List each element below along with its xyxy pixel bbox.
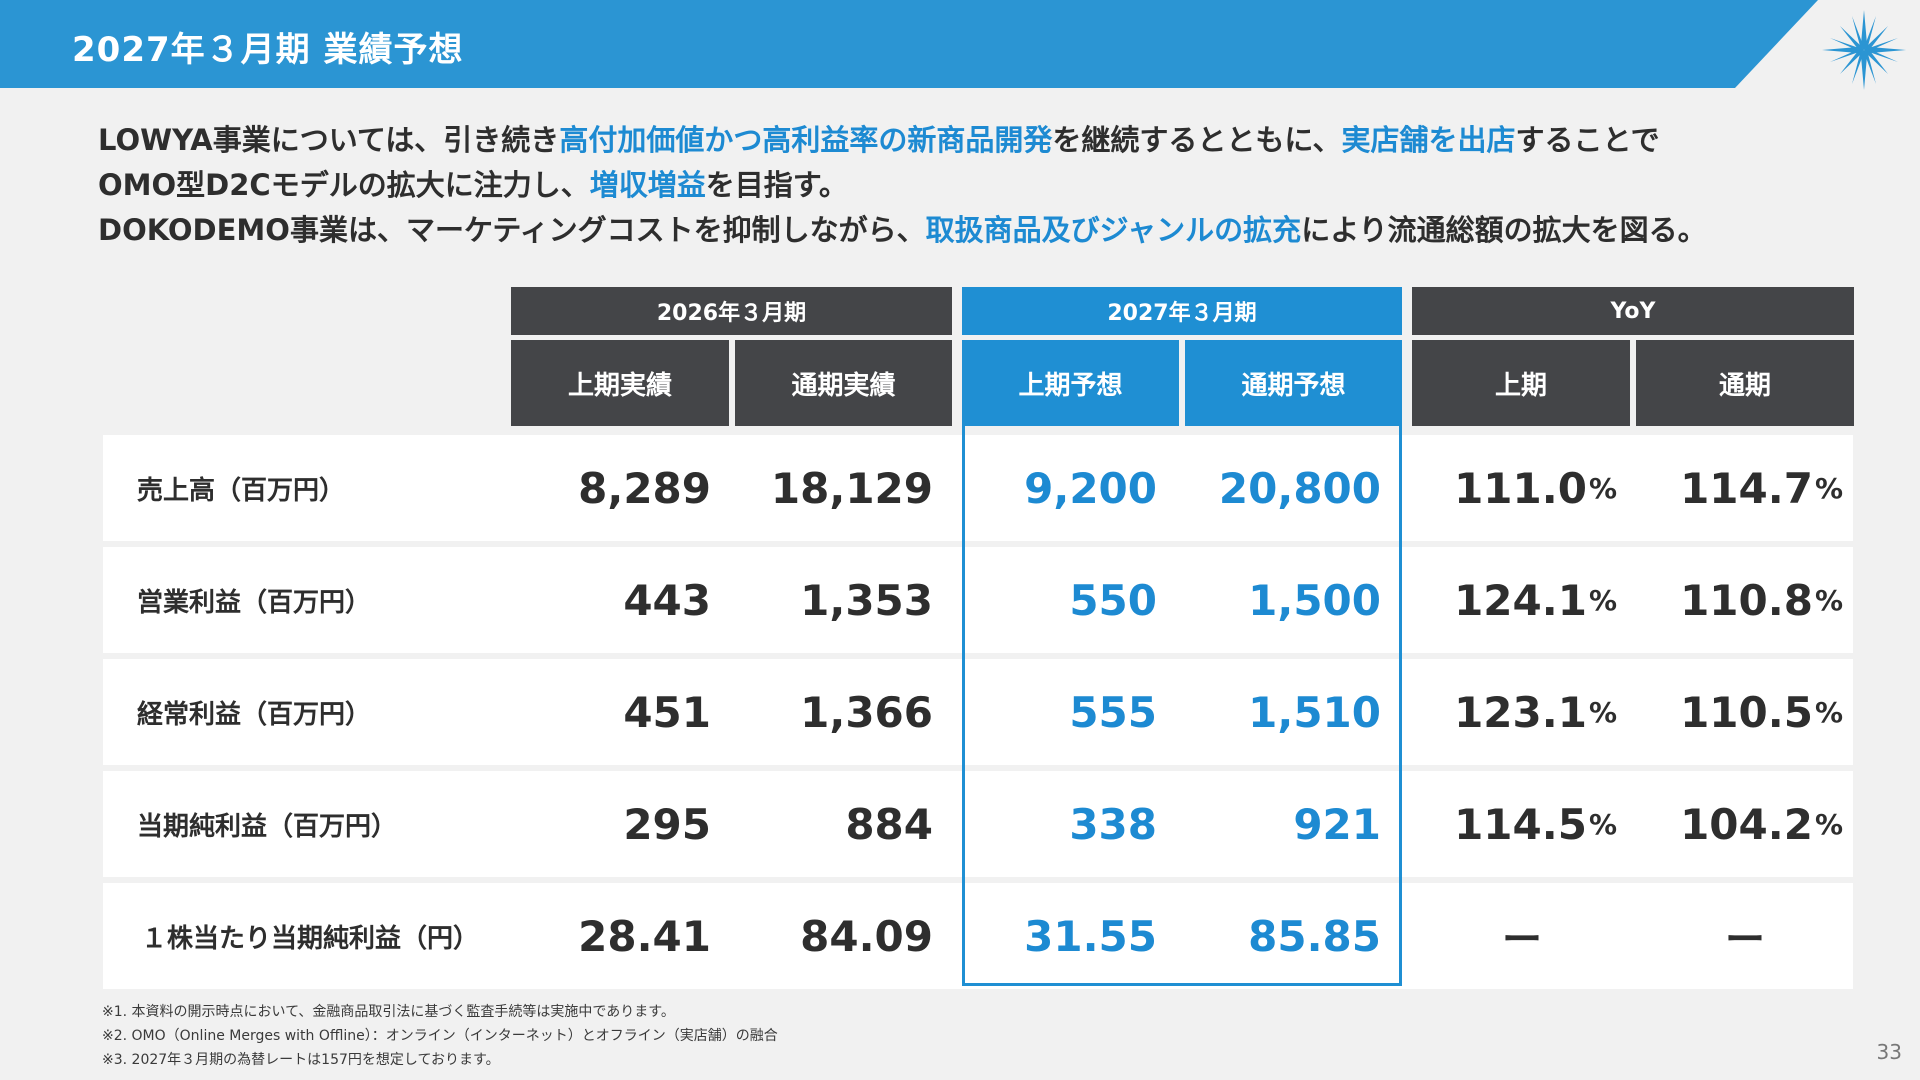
percent-sign: % (1588, 471, 1617, 505)
h1-actual-value: 295 (623, 799, 711, 849)
yoy-fy-value: 110.8% (1637, 547, 1843, 653)
group-header-yoy: YoY (1412, 287, 1854, 335)
title-bar (0, 0, 1818, 88)
fy-forecast-value: 1,500 (1248, 575, 1381, 625)
group-header-fy2026: 2026年３月期 (511, 287, 952, 335)
table-row: 営業利益（百万円） 443 1,353 550 1,500 124.1% 110… (103, 547, 1853, 653)
fy-forecast-value: 85.85 (1248, 911, 1381, 961)
fy-actual-value: 1,353 (800, 575, 933, 625)
intro-text-segment: により流通総額の拡大を図る。 (1301, 213, 1707, 247)
page-title: 2027年３月期 業績予想 (72, 30, 464, 70)
intro-line-3: DOKODEMO事業は、マーケティングコストを抑制しながら、取扱商品及びジャンル… (98, 208, 1858, 253)
h1-forecast-value: 9,200 (1024, 463, 1157, 513)
yoy-fy-value: 114.7% (1637, 435, 1843, 541)
yoy-number: 123.1 (1454, 687, 1587, 737)
fy-actual-value: 18,129 (770, 463, 933, 513)
intro-text-segment: DOKODEMO事業は、マーケティングコストを抑制しながら、 (98, 213, 926, 247)
h1-actual-value: 8,289 (578, 463, 711, 513)
h1-forecast-value: 550 (1069, 575, 1157, 625)
table-row: 経常利益（百万円） 451 1,366 555 1,510 123.1% 110… (103, 659, 1853, 765)
yoy-number: 111.0 (1454, 463, 1587, 513)
h1-actual-value: 443 (623, 575, 711, 625)
h1-forecast-value: 555 (1069, 687, 1157, 737)
yoy-h1-value: 124.1% (1413, 547, 1617, 653)
intro-line-1: LOWYA事業については、引き続き高付加価値かつ高利益率の新商品開発を継続すると… (98, 118, 1858, 163)
percent-sign: % (1588, 807, 1617, 841)
subheader-yoy-fy: 通期 (1636, 340, 1854, 426)
yoy-h1-value: ー (1502, 917, 1542, 963)
table-row: 当期純利益（百万円） 295 884 338 921 114.5% 104.2% (103, 771, 1853, 877)
yoy-number: 104.2 (1680, 799, 1813, 849)
footnote: ※1. 本資料の開示時点において、金融商品取引法に基づく監査手続等は実施中であり… (102, 1004, 675, 1020)
intro-text-segment: することで (1515, 123, 1660, 157)
row-label: 経常利益（百万円） (137, 699, 372, 730)
percent-sign: % (1588, 695, 1617, 729)
yoy-fy-value: 104.2% (1637, 771, 1843, 877)
yoy-h1-value: 123.1% (1413, 659, 1617, 765)
intro-highlight: 取扱商品及びジャンルの拡充 (925, 213, 1302, 247)
intro-highlight: 高付加価値かつ高利益率の新商品開発 (559, 123, 1053, 157)
fy-forecast-value: 921 (1293, 799, 1381, 849)
yoy-number: 110.5 (1680, 687, 1813, 737)
row-label: 営業利益（百万円） (137, 587, 372, 618)
subheader-h1-forecast: 上期予想 (962, 340, 1179, 426)
yoy-fy-value: 110.5% (1637, 659, 1843, 765)
table-row: 売上高（百万円） 8,289 18,129 9,200 20,800 111.0… (103, 435, 1853, 541)
percent-sign: % (1814, 695, 1843, 729)
table-row: １株当たり当期純利益（円） 28.41 84.09 31.55 85.85 ー … (103, 883, 1853, 989)
fy-actual-value: 884 (845, 799, 933, 849)
subheader-yoy-h1: 上期 (1412, 340, 1630, 426)
percent-sign: % (1814, 807, 1843, 841)
yoy-number: 114.5 (1454, 799, 1587, 849)
fy-forecast-value: 1,510 (1248, 687, 1381, 737)
percent-sign: % (1588, 583, 1617, 617)
yoy-h1-value: 111.0% (1413, 435, 1617, 541)
intro-text-segment: を目指す。 (705, 168, 848, 202)
footnote: ※3. 2027年３月期の為替レートは157円を想定しております。 (102, 1052, 500, 1068)
h1-actual-value: 451 (623, 687, 711, 737)
yoy-fy-value: ー (1725, 917, 1765, 963)
row-label: １株当たり当期純利益（円） (141, 923, 480, 954)
group-header-fy2027: 2027年３月期 (962, 287, 1402, 335)
row-label: 売上高（百万円） (137, 475, 346, 506)
fy-actual-value: 84.09 (800, 911, 933, 961)
intro-highlight: 実店舗を出店 (1341, 123, 1516, 157)
intro-line-2: OMO型D2Cモデルの拡大に注力し、増収増益を目指す。 (98, 163, 1858, 208)
star-burst-icon (1822, 10, 1906, 90)
row-label: 当期純利益（百万円） (137, 811, 398, 842)
intro-text-segment: を継続するとともに、 (1052, 123, 1342, 157)
intro-text: LOWYA事業については、引き続き高付加価値かつ高利益率の新商品開発を継続すると… (98, 118, 1858, 253)
fy-actual-value: 1,366 (800, 687, 933, 737)
fy-forecast-value: 20,800 (1218, 463, 1381, 513)
yoy-number: 124.1 (1454, 575, 1587, 625)
page-number: 33 (1876, 1040, 1902, 1064)
footnote: ※2. OMO（Online Merges with Offline）：オンライ… (102, 1028, 778, 1044)
percent-sign: % (1814, 471, 1843, 505)
h1-forecast-value: 338 (1069, 799, 1157, 849)
percent-sign: % (1814, 583, 1843, 617)
h1-actual-value: 28.41 (578, 911, 711, 961)
intro-text-segment: OMO型D2Cモデルの拡大に注力し、 (98, 168, 590, 202)
intro-text-segment: LOWYA事業については、引き続き (98, 123, 560, 157)
subheader-h1-actual: 上期実績 (511, 340, 729, 426)
yoy-number: 110.8 (1680, 575, 1813, 625)
yoy-h1-value: 114.5% (1413, 771, 1617, 877)
subheader-fy-actual: 通期実績 (735, 340, 952, 426)
yoy-number: 114.7 (1680, 463, 1813, 513)
h1-forecast-value: 31.55 (1024, 911, 1157, 961)
footnotes: ※1. 本資料の開示時点において、金融商品取引法に基づく監査手続等は実施中であり… (102, 1000, 778, 1072)
subheader-fy-forecast: 通期予想 (1185, 340, 1402, 426)
intro-highlight: 増収増益 (589, 168, 706, 202)
